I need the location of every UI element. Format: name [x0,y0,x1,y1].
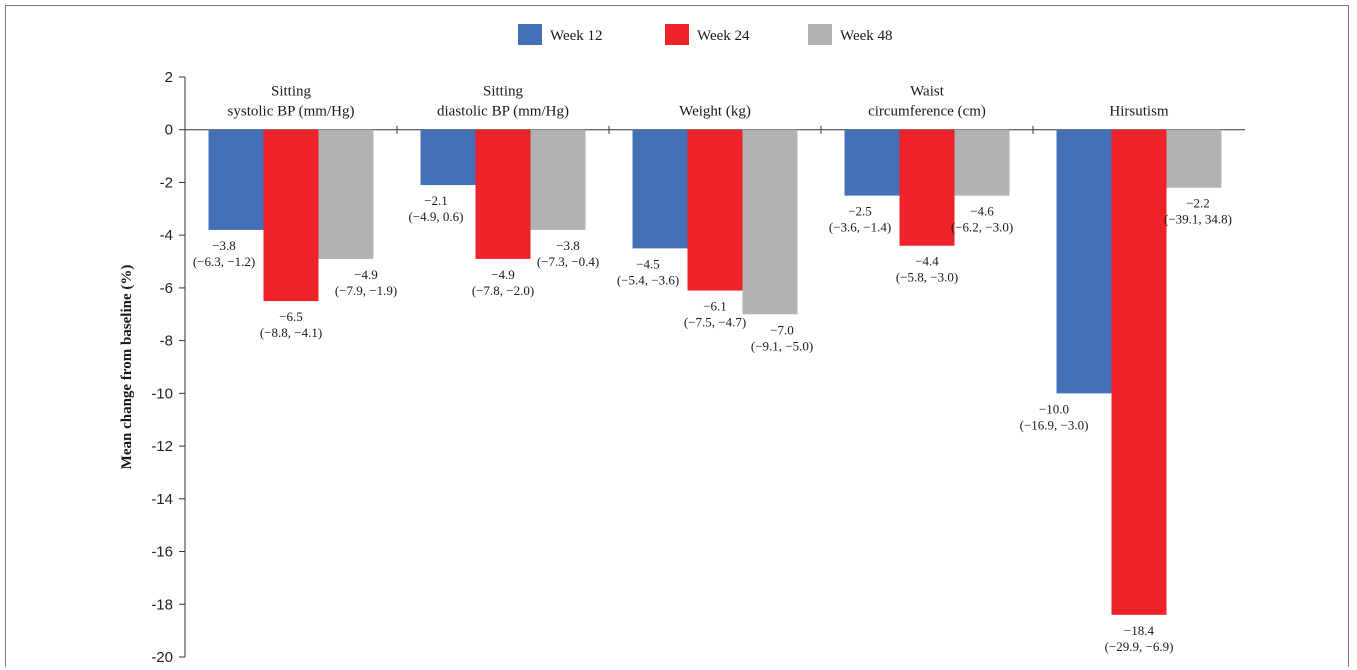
data-label: −4.5 [636,256,660,271]
data-label: −6.1 [703,299,727,314]
category-label: circumference (cm) [868,104,986,120]
ci-label: (−29.9, −6.9) [1105,639,1174,654]
category-label: Sitting [271,84,312,100]
data-label: −10.0 [1039,401,1069,416]
y-tick-label: -16 [151,544,173,561]
y-tick-label: -18 [151,596,173,613]
bar-week-12 [632,129,688,249]
bar-week-48 [954,129,1010,196]
data-label: −4.9 [354,267,378,282]
legend-label: Week 12 [550,28,603,44]
category-label: Sitting [483,84,524,100]
chart-frame [5,5,1349,667]
ci-label: (−7.3, −0.4) [537,254,599,269]
data-label: −7.0 [770,322,794,337]
ci-label: (−5.8, −3.0) [896,270,958,285]
bar-week-12 [844,129,900,196]
ci-label: (−9.1, −5.0) [751,338,813,353]
data-label: −2.5 [848,204,872,219]
bar-week-12 [420,129,476,186]
ci-label: (−16.9, −3.0) [1020,417,1089,432]
legend-label: Week 24 [697,28,750,44]
bar-week-24 [899,129,955,246]
category-label: Waist [910,84,945,100]
bar-week-24 [475,129,531,259]
ci-label: (−7.5, −4.7) [684,315,746,330]
category-label: Hirsutism [1109,104,1169,120]
y-tick-label: 0 [165,122,173,139]
y-axis-title: Mean change from baseline (%) [119,265,135,470]
legend-label: Week 48 [840,28,893,44]
ci-label: (−7.8, −2.0) [472,283,534,298]
ci-label: (−4.9, 0.6) [409,209,464,224]
y-tick-label: -4 [160,227,173,244]
category-label: systolic BP (mm/Hg) [228,104,355,120]
category-label: Weight (kg) [679,104,751,120]
data-label: −18.4 [1124,623,1155,638]
ci-label: (−6.2, −3.0) [951,220,1013,235]
data-label: −2.2 [1186,196,1210,211]
bar-week-48 [318,129,374,259]
y-tick-label: -8 [160,333,173,350]
y-tick-label: 2 [165,69,173,86]
bar-week-12 [1056,129,1112,394]
y-tick-label: -12 [151,438,173,455]
bar-week-48 [742,129,798,315]
legend-swatch [518,24,542,45]
ci-label: (−39.1, 34.8) [1164,212,1232,227]
ci-label: (−5.4, −3.6) [617,272,679,287]
y-tick-label: -2 [160,174,173,191]
ci-label: (−6.3, −1.2) [193,254,255,269]
ci-label: (−7.9, −1.9) [335,283,397,298]
bar-week-24 [1111,129,1167,615]
legend-swatch [808,24,832,45]
bar-week-24 [687,129,743,291]
ci-label: (−3.6, −1.4) [829,220,891,235]
bar-week-12 [208,129,264,230]
category-label: diastolic BP (mm/Hg) [437,104,569,120]
y-tick-label: -14 [151,491,173,508]
data-label: −4.9 [491,267,515,282]
legend-swatch [665,24,689,45]
data-label: −6.5 [279,309,303,324]
data-label: −2.1 [424,193,448,208]
bar-week-24 [263,129,319,302]
ci-label: (−8.8, −4.1) [260,325,322,340]
y-tick-label: -6 [160,280,173,297]
data-label: −4.4 [915,254,939,269]
bar-week-48 [530,129,586,230]
y-tick-label: -20 [151,649,173,666]
y-tick-label: -10 [151,385,173,402]
data-label: −4.6 [970,204,994,219]
bar-week-48 [1166,129,1222,188]
data-label: −3.8 [212,238,236,253]
data-label: −3.8 [556,238,580,253]
